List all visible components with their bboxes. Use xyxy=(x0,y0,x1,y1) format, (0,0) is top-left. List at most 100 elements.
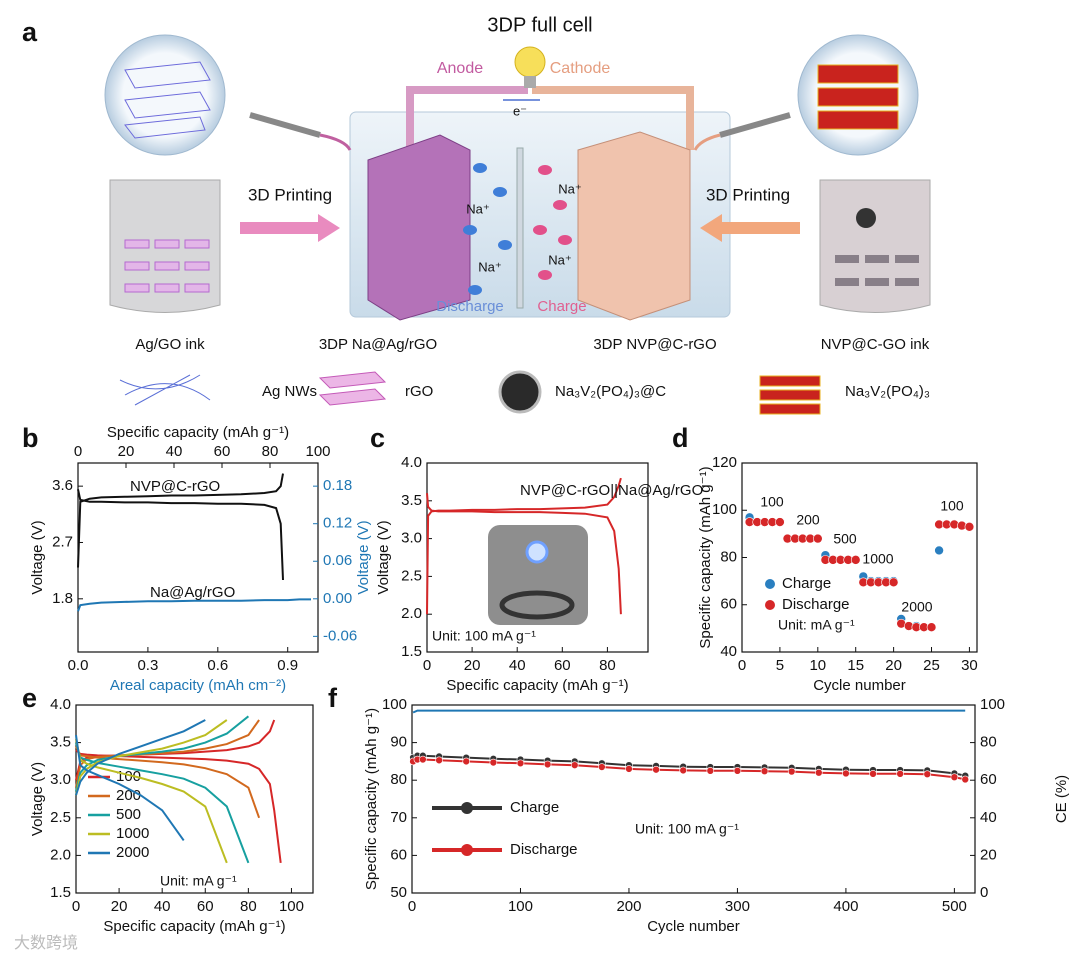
coin-cell xyxy=(499,590,575,620)
x-axis-label: Areal capacity (mAh cm⁻²) xyxy=(110,677,286,694)
ink-crystals xyxy=(835,255,919,286)
legend-text: 500 xyxy=(116,806,141,823)
x-tick-label: 0.6 xyxy=(207,657,228,674)
point xyxy=(961,775,970,784)
annotation: 100 xyxy=(760,494,784,510)
y-tick-label: 100 xyxy=(712,501,737,518)
point xyxy=(850,555,861,565)
point xyxy=(733,766,742,775)
bulb xyxy=(514,46,546,78)
annotation: 200 xyxy=(796,512,820,528)
line xyxy=(77,598,311,612)
x2-tick-label: 100 xyxy=(305,443,330,460)
annotation: 1000 xyxy=(862,551,893,567)
printing-label: 3D Printing xyxy=(706,185,790,204)
series-label: Na@Ag/rGO xyxy=(150,584,235,601)
line xyxy=(75,734,185,841)
legend-marker xyxy=(765,579,775,589)
legend-text: Charge xyxy=(510,799,559,816)
x-tick-label: 200 xyxy=(616,898,641,915)
y-tick-label: 40 xyxy=(720,643,737,660)
point xyxy=(787,767,796,776)
y-tick-label: 90 xyxy=(390,734,407,751)
legend-text: Charge xyxy=(782,575,831,592)
x-tick-label: 0.3 xyxy=(137,657,158,674)
panel-label: c xyxy=(370,423,385,453)
x2-tick-label: 60 xyxy=(214,443,231,460)
y2-tick-label: 0.12 xyxy=(323,515,352,532)
legend-text: Discharge xyxy=(510,841,578,858)
plot-frame xyxy=(75,704,314,894)
y-tick-label: 2.5 xyxy=(50,809,71,826)
line xyxy=(75,749,282,864)
ion-label: Na⁺ xyxy=(558,181,581,196)
x-tick-label: 0.0 xyxy=(68,657,89,674)
plot-frame xyxy=(411,704,976,894)
line xyxy=(412,709,966,714)
point xyxy=(543,760,552,769)
x-tick-label: 300 xyxy=(725,898,750,915)
y-tick-label: 70 xyxy=(390,809,407,826)
x-axis-label: Cycle number xyxy=(647,918,740,935)
legend-text: Na₃V₂(PO₄)₃@C xyxy=(555,383,666,400)
right-beaker xyxy=(819,179,931,313)
panel-label: b xyxy=(22,423,39,453)
title: 3DP full cell xyxy=(487,14,592,36)
x-tick-label: 100 xyxy=(508,898,533,915)
x-tick-label: 60 xyxy=(197,898,214,915)
cathode-wire xyxy=(532,86,694,150)
x-tick-label: 20 xyxy=(885,657,902,674)
x-tick-label: 0 xyxy=(408,898,416,915)
y2-axis-label: CE (%) xyxy=(1053,775,1070,823)
nvpc-icon xyxy=(498,370,542,414)
x-tick-label: 0.9 xyxy=(277,657,298,674)
y-tick-label: 80 xyxy=(390,771,407,788)
y2-tick-label: -0.06 xyxy=(323,627,357,644)
legend-text: Na₃V₂(PO₄)₃ xyxy=(845,383,930,400)
y-tick-label: 2.7 xyxy=(52,533,73,550)
x-tick-label: 80 xyxy=(599,657,616,674)
y-axis-label: Voltage (V) xyxy=(29,762,46,836)
point xyxy=(760,767,769,775)
y2-tick-label: 0.06 xyxy=(323,552,352,569)
schematic: a 3DP full cell Anode Cathode e⁻ Na⁺ Na⁺… xyxy=(22,14,931,415)
cathode-crystals xyxy=(817,64,899,130)
caption: 3DP NVP@C-rGO xyxy=(593,336,716,353)
y-tick-label: 2.5 xyxy=(401,567,422,584)
nvp-icon xyxy=(759,375,821,415)
line xyxy=(75,745,261,819)
y-tick-label: 3.0 xyxy=(50,771,71,788)
line xyxy=(75,742,250,864)
y2-tick-label: 80 xyxy=(980,734,997,751)
cathode-ions xyxy=(533,165,572,280)
point xyxy=(813,533,823,544)
x2-tick-label: 80 xyxy=(262,443,279,460)
y-tick-label: 3.6 xyxy=(52,477,73,494)
x2-tick-label: 20 xyxy=(118,443,135,460)
x-axis-label: Specific capacity (mAh g⁻¹) xyxy=(446,677,628,694)
point xyxy=(896,770,904,778)
point xyxy=(419,755,427,764)
point xyxy=(923,770,932,778)
line xyxy=(75,719,228,796)
x-tick-label: 100 xyxy=(279,898,304,915)
y-axis-label: Voltage (V) xyxy=(29,520,46,594)
series-label: NVP@C-rGO xyxy=(130,478,220,495)
point xyxy=(842,769,850,778)
y-tick-label: 4.0 xyxy=(401,454,422,471)
watermark: 大数跨境 xyxy=(14,933,78,952)
line xyxy=(426,493,622,615)
panel-label: e xyxy=(22,683,37,713)
separator xyxy=(516,147,524,309)
annotation: Unit: 100 mA g⁻¹ xyxy=(432,628,536,644)
x-tick-label: 500 xyxy=(942,898,967,915)
caption: NVP@C-GO ink xyxy=(821,336,930,353)
y-tick-label: 1.5 xyxy=(401,643,422,660)
x2-tick-label: 40 xyxy=(166,443,183,460)
panel-label: d xyxy=(672,423,689,453)
x2-tick-label: 0 xyxy=(74,443,82,460)
y-tick-label: 4.0 xyxy=(50,696,71,713)
point xyxy=(888,577,899,588)
x-tick-label: 30 xyxy=(961,657,978,674)
rgo-icon xyxy=(318,371,387,406)
